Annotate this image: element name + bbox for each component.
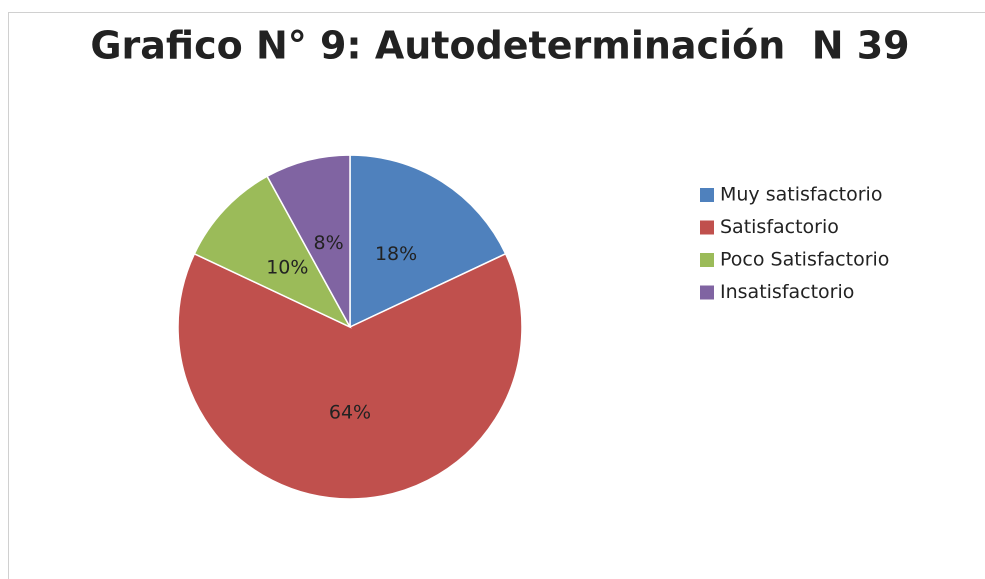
pie-slice (266, 154, 351, 328)
data-label: 64% (329, 402, 371, 424)
legend-label: Muy satisfactorio (720, 184, 882, 206)
legend-label: Satisfactorio (720, 216, 839, 238)
data-label: 10% (266, 257, 308, 279)
legend-label: Poco Satisfactorio (720, 249, 889, 271)
legend-swatch (700, 220, 714, 235)
legend-swatch (700, 188, 714, 202)
legend-label: Insatisfactorio (720, 281, 854, 303)
chart-title: Grafico N° 9: Autodeterminación N 39 (90, 24, 909, 68)
legend-swatch (700, 285, 714, 300)
legend-swatch (700, 253, 714, 267)
pie-slice (177, 252, 523, 500)
data-label: 18% (375, 243, 417, 265)
data-label: 8% (314, 232, 344, 254)
pie-slice (349, 154, 507, 329)
pie-slice (193, 175, 352, 329)
